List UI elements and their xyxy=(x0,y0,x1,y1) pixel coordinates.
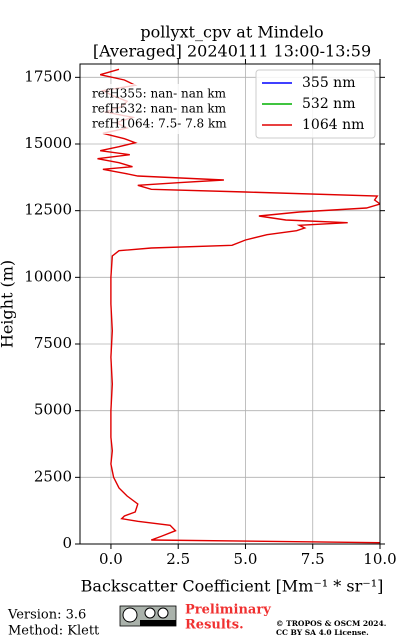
x-tick-label: 7.5 xyxy=(301,550,325,568)
version: Version: 3.6 xyxy=(7,608,86,623)
y-tick-label: 12500 xyxy=(24,201,72,219)
y-tick-label: 15000 xyxy=(24,134,72,152)
license: CC BY SA 4.0 License. xyxy=(276,628,369,637)
chart-title: [Averaged] 20240111 13:00-13:59 xyxy=(93,42,371,61)
x-axis-label: Backscatter Coefficient [Mm⁻¹ * sr⁻¹] xyxy=(81,577,384,596)
license: © TROPOS & OSCM 2024. xyxy=(276,619,386,628)
profile-line xyxy=(97,68,380,544)
x-tick-label: 5.0 xyxy=(234,550,258,568)
y-axis-label: Height (m) xyxy=(0,260,17,348)
cc-strip xyxy=(140,620,176,626)
annotation: refH532: nan- nan km xyxy=(92,102,227,116)
y-tick-label: 17500 xyxy=(24,67,72,85)
y-tick-label: 0 xyxy=(62,534,72,552)
y-tick-label: 2500 xyxy=(34,467,72,485)
chart-title: pollyxt_cpv at Mindelo xyxy=(140,23,323,42)
legend: 355 nm 532 nm 1064 nm xyxy=(255,69,376,139)
y-tick-label: 5000 xyxy=(34,401,72,419)
by-circle xyxy=(144,607,156,619)
status: Preliminary xyxy=(185,603,271,618)
legend-label: 1064 nm xyxy=(302,117,364,133)
legend-label: 532 nm xyxy=(302,96,355,112)
annotation-bg xyxy=(88,84,238,134)
plot-lines xyxy=(97,68,380,544)
annotation-box: refH355: nan- nan km refH532: nan- nan k… xyxy=(88,84,238,134)
x-tick-label: 0.0 xyxy=(99,550,123,568)
x-tick-label: 2.5 xyxy=(166,550,190,568)
cc-icon xyxy=(119,605,177,627)
y-tick-label: 7500 xyxy=(34,334,72,352)
status: Results. xyxy=(185,618,244,633)
annotation: refH355: nan- nan km xyxy=(92,87,227,101)
annotation: refH1064: 7.5- 7.8 km xyxy=(92,117,227,131)
cc-circle xyxy=(122,607,138,623)
sa-circle xyxy=(157,607,169,619)
legend-frame xyxy=(255,69,376,139)
method: Method: Klett xyxy=(8,624,100,639)
x-tick-label: 10.0 xyxy=(363,550,396,568)
plot-frame xyxy=(79,63,381,545)
legend-label: 355 nm xyxy=(302,75,355,91)
y-tick-label: 10000 xyxy=(24,267,72,285)
